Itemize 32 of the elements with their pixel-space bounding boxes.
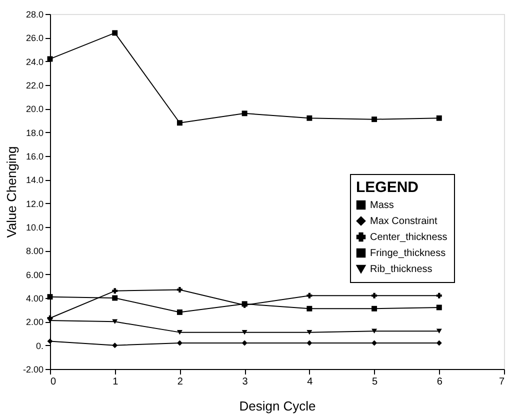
x-tick-label: 6 [436, 376, 443, 388]
y-tick-label: 24.0 [26, 56, 44, 67]
y-axis-title: Value Chenging [4, 146, 19, 238]
x-tick-label: 7 [498, 376, 505, 388]
x-tick-label: 5 [372, 376, 378, 388]
legend-label: Center_thickness [370, 232, 448, 243]
y-tick-label: 16.0 [26, 152, 44, 162]
y-tick-label: 14.0 [26, 175, 44, 186]
x-tick-label: 2 [177, 376, 184, 388]
x-tick-label: 0 [50, 376, 56, 388]
y-tick-label: 8.00 [26, 246, 44, 256]
y-tick-label: -2.00 [22, 364, 44, 374]
y-tick-label: 26.0 [26, 33, 44, 44]
legend-label: Rib_thickness [370, 264, 432, 275]
y-tick-label: 10.0 [26, 222, 44, 232]
x-tick-label: 4 [307, 376, 314, 388]
legend-label: Max Constraint [370, 216, 438, 227]
y-tick-label: 20.0 [26, 104, 44, 114]
y-tick-label: 0. [36, 340, 44, 351]
y-tick-label: 28.0 [26, 10, 44, 20]
y-tick-label: 2.00 [26, 317, 44, 328]
y-tick-label: 4.00 [26, 294, 44, 304]
legend-label: Mass [370, 200, 394, 211]
y-tick-label: 12.0 [26, 198, 44, 209]
y-tick-label: 22.0 [26, 80, 44, 90]
legend-title: LEGEND [356, 179, 419, 196]
y-tick-label: 18.0 [26, 128, 44, 138]
x-tick-label: 3 [242, 376, 248, 388]
y-tick-label: 6.00 [26, 270, 44, 280]
legend-label: Fringe_thickness [370, 248, 446, 259]
x-axis-title: Design Cycle [239, 398, 316, 414]
x-tick-label: 1 [112, 376, 119, 388]
